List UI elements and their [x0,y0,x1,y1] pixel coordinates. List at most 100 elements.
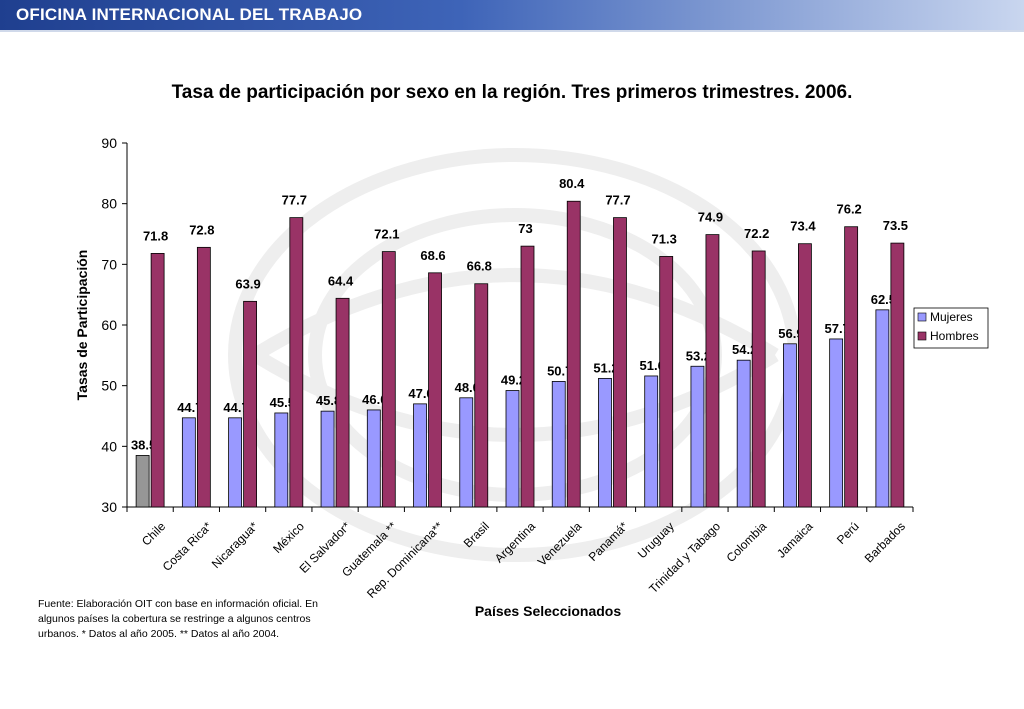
bar-hombres [566,200,581,508]
data-label-mujeres: 38.5 [131,437,156,452]
legend-label-hombres: Hombres [930,329,979,343]
data-label-mujeres: 56.9 [778,326,803,341]
data-label-mujeres: 49.2 [501,373,526,388]
bar-hombres [520,245,535,508]
bar-hombres [196,246,211,508]
data-label-hombres: 73 [518,221,532,236]
bar-hombres [705,234,720,508]
data-label-mujeres: 44.7 [223,400,248,415]
y-axis-label: Tasas de Participación [74,250,90,401]
bar-mujeres [228,417,242,508]
data-label-mujeres: 46.0 [362,392,387,407]
legend-swatch-mujeres [917,312,927,322]
bar-hombres [289,217,304,508]
data-label-hombres: 74.9 [698,210,723,225]
data-label-mujeres: 47.0 [408,386,433,401]
y-tick-label: 70 [101,256,117,272]
x-tick-label: Brasil [461,519,492,550]
bar-hombres [798,243,812,508]
legend-box [913,307,989,349]
x-tick-label: Uruguay [635,519,677,561]
y-tick-label: 60 [101,317,117,333]
x-axis-label: Países Seleccionados [474,603,622,619]
x-tick-label: Jamaica [774,519,816,561]
bar-hombres [150,253,165,508]
header-title: OFICINA INTERNACIONAL DEL TRABAJO [16,5,363,24]
data-label-hombres: 66.8 [467,259,492,274]
bar-hombres [243,300,257,508]
data-label-mujeres: 45.5 [270,395,295,410]
bar-mujeres [320,410,335,508]
bar-hombres [613,217,627,508]
data-label-hombres: 72.1 [374,227,399,242]
data-label-hombres: 77.7 [282,193,307,208]
data-label-mujeres: 54.2 [732,342,757,357]
bar-mujeres [644,375,659,508]
bar-mujeres [459,397,474,508]
x-tick-label: Perú [834,519,862,547]
bar-mujeres [783,343,797,508]
header-bar: OFICINA INTERNACIONAL DEL TRABAJO [0,0,1024,30]
data-label-mujeres: 48.0 [455,380,480,395]
data-label-mujeres: 45.8 [316,393,341,408]
data-label-mujeres: 53.2 [686,348,711,363]
x-tick-label: Chile [139,519,168,548]
data-label-mujeres: 51.6 [640,358,665,373]
data-label-hombres: 72.8 [189,222,214,237]
x-tick-label: Venezuela [535,519,585,569]
bar-mujeres [181,417,196,508]
y-tick-label: 80 [101,196,117,212]
y-tick-label: 30 [101,499,117,515]
data-label-hombres: 71.8 [143,228,168,243]
bar-hombres [659,256,674,508]
x-tick-label: Costa Rica* [160,519,215,574]
data-label-hombres: 77.7 [605,193,630,208]
bar-hombres [428,272,442,508]
y-tick-label: 40 [101,438,117,454]
legend-label-mujeres: Mujeres [930,310,973,324]
data-label-hombres: 64.4 [328,273,354,288]
x-tick-label: Argentina [492,519,538,565]
bar-mujeres [829,338,844,508]
data-label-mujeres: 51.2 [593,360,618,375]
data-label-mujeres: 57.7 [824,321,849,336]
bar-hombres [751,250,766,508]
bar-mujeres [551,381,566,508]
bar-mujeres [875,309,890,508]
bar-hombres [335,297,350,508]
x-tick-label: Colombia [724,519,770,565]
bar-mujeres [505,390,520,508]
y-tick-label: 90 [101,135,117,151]
bar-hombres [381,251,396,508]
x-tick-label: Barbados [862,519,908,565]
header-divider [0,30,1024,32]
x-tick-label: Nicaragua* [209,519,261,571]
bar-mujeres [413,403,427,508]
data-label-hombres: 63.9 [235,276,260,291]
bar-hombres [844,226,859,508]
y-tick-label: 50 [101,378,117,394]
data-label-hombres: 76.2 [836,202,861,217]
bar-mujeres [736,359,751,508]
bar-mujeres [274,412,289,508]
source-footnote: Fuente: Elaboración OIT con base en info… [38,598,318,640]
bar-mujeres [690,365,705,508]
data-label-hombres: 68.6 [420,248,445,263]
bar-mujeres [366,409,381,508]
data-label-mujeres: 62.5 [871,292,896,307]
data-label-hombres: 80.4 [559,176,585,191]
chart-title: Tasa de participación por sexo en la reg… [171,82,853,103]
data-label-hombres: 71.3 [652,231,677,246]
bar-mujeres [598,377,612,508]
bar-hombres [474,283,489,508]
data-label-mujeres: 44.7 [177,400,202,415]
bar-mujeres [135,455,150,508]
data-label-hombres: 73.5 [883,218,908,233]
legend-swatch-hombres [917,331,927,341]
data-label-mujeres: 50.7 [547,363,572,378]
bar-hombres [890,242,905,508]
data-label-hombres: 72.2 [744,226,769,241]
data-label-hombres: 73.4 [790,219,816,234]
x-tick-label: México [270,519,307,556]
